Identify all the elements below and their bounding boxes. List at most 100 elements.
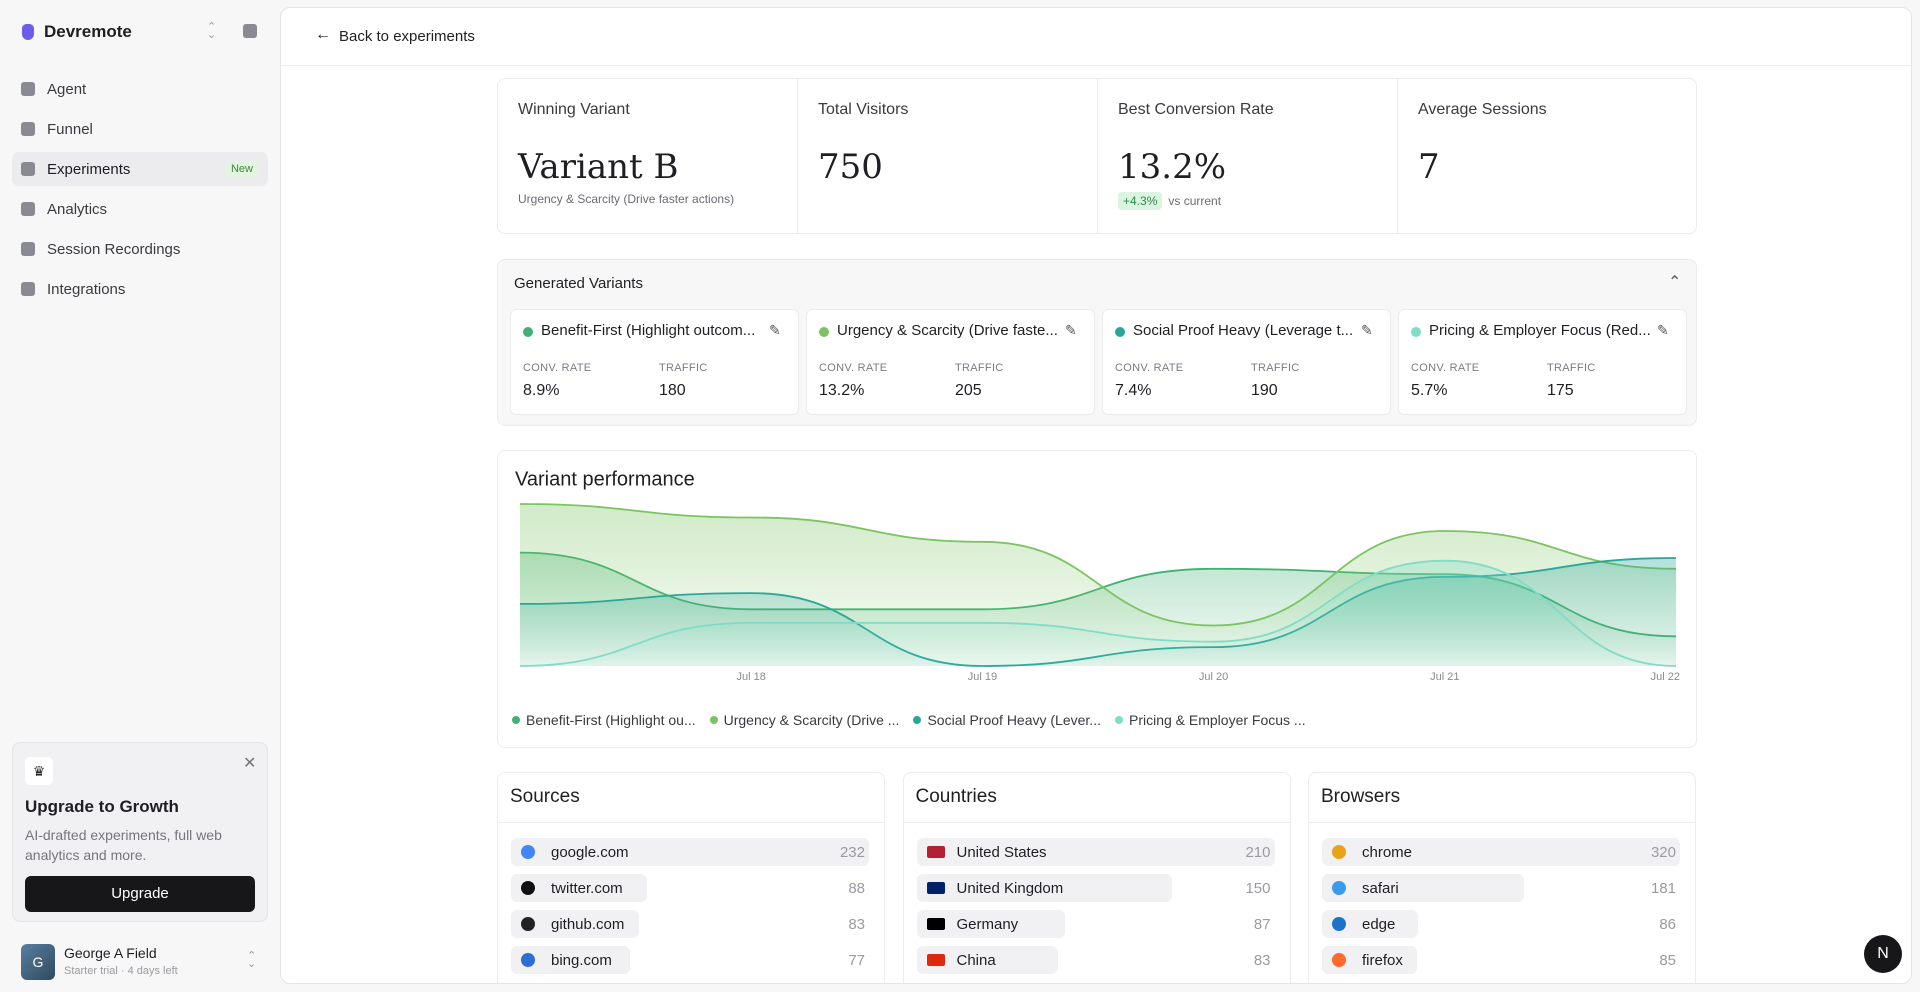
brand[interactable]: Devremote (44, 22, 132, 41)
breakdown-row[interactable]: safari 181 (1322, 874, 1680, 902)
divider (498, 822, 884, 823)
stat-label: Total Visitors (818, 101, 909, 118)
close[interactable]: ✕ (243, 755, 257, 772)
toggle-sidebar[interactable] (243, 24, 257, 38)
stat: Average Sessions 7 (1397, 79, 1696, 233)
icon (926, 918, 945, 930)
breakdown-row[interactable]: twitter.com 88 (511, 874, 869, 902)
dot (523, 327, 533, 337)
upgrade-button[interactable]: Upgrade (25, 876, 255, 912)
variant-card[interactable]: Benefit-First (Highlight outcom... ✎ CONV.… (510, 309, 799, 415)
breakdown-row[interactable]: edge 86 (1322, 910, 1680, 938)
breakdown-label: China (956, 952, 996, 969)
nav-label: Analytics (47, 200, 108, 218)
icon (1332, 917, 1346, 931)
breakdown-count: 232 (839, 844, 865, 861)
variant-card[interactable]: Pricing & Employer Focus (Red... ✎ CONV. R… (1398, 309, 1687, 415)
conv-label: CONV. RATE (819, 362, 888, 374)
upgrade-text: AI-drafted experiments, full web analyti… (25, 827, 222, 863)
stat-note: Urgency & Scarcity (Drive faster actions… (518, 192, 735, 206)
variant-card[interactable]: Urgency & Scarcity (Drive faste... ✎ CONV.… (806, 309, 1095, 415)
icon (926, 846, 945, 858)
edit[interactable]: ✎ (769, 322, 781, 338)
breakdown-label: Germany (956, 916, 1019, 933)
icon (1332, 845, 1346, 859)
legend-item: Social Proof Heavy (Lever... (913, 712, 1101, 728)
breakdown-row[interactable]: China 83 (916, 946, 1275, 974)
breakdown-bar (511, 838, 869, 866)
variant-card[interactable]: Social Proof Heavy (Leverage t... ✎ CONV. … (1102, 309, 1391, 415)
back-arrow[interactable]: ← (315, 26, 331, 43)
legend-item: Urgency & Scarcity (Drive ... (709, 712, 899, 728)
legend-swatch (913, 716, 922, 724)
collapse[interactable]: ⌃ (1668, 274, 1682, 291)
nav-item[interactable]: Analytics (12, 192, 268, 226)
icon (926, 954, 945, 966)
x-tick-label: Jul 20 (1199, 671, 1228, 683)
divider (1309, 822, 1695, 823)
icon (1332, 881, 1346, 895)
stats: Winning Variant Variant B Urgency & Scarci… (497, 78, 1697, 234)
x-tick-label: Jul 22 (1651, 671, 1680, 683)
stat: Best Conversion Rate 13.2% +4.3% vs current (1097, 79, 1398, 233)
avatar[interactable]: G (21, 944, 55, 980)
nav-item[interactable]: Integrations (12, 272, 268, 306)
stat: Total Visitors 750 (797, 79, 1098, 233)
switcher[interactable]: ⌃ ⌄ (207, 21, 217, 41)
icon (521, 953, 535, 967)
breakdown-label: bing.com (551, 952, 612, 969)
user-name[interactable]: George A Field (64, 945, 157, 961)
legend-label: Pricing & Employer Focus ... (1128, 712, 1306, 728)
dot (819, 327, 829, 337)
legend-label: Social Proof Heavy (Lever... (927, 712, 1101, 728)
breakdown-row[interactable]: google.com 232 (511, 838, 869, 866)
area (520, 560, 1676, 666)
stat-label: Average Sessions (1418, 101, 1547, 118)
dot (1115, 327, 1125, 337)
breakdown-count: 85 (1659, 952, 1676, 969)
breakdown-count: 87 (1253, 916, 1271, 933)
traffic-label: TRAFFIC (1547, 362, 1596, 374)
edit[interactable]: ✎ (1657, 322, 1669, 338)
nav-item[interactable]: Agent (12, 72, 268, 106)
edit[interactable]: ✎ (1361, 322, 1373, 338)
legend-swatch (512, 716, 520, 724)
conv-label: CONV. RATE (1411, 362, 1480, 374)
chart: Variant performance Jul 18 Jul 19 Jul 20 Ju… (515, 468, 1680, 683)
fab[interactable]: N (1864, 935, 1902, 973)
breakdown-row[interactable]: bing.com 77 (511, 946, 869, 974)
nav-item[interactable]: Session Recordings (12, 232, 268, 266)
breakdown-bar (916, 874, 1173, 902)
conv-value: 8.9% (523, 382, 560, 399)
chart-title: Variant performance (515, 468, 695, 490)
breakdown-label: chrome (1362, 844, 1413, 861)
upgrade-card: ♛ ✕ Upgrade to Growth AI-drafted experim… (12, 742, 268, 922)
edit[interactable]: ✎ (1065, 322, 1077, 338)
back-link[interactable]: Back to experiments (339, 28, 475, 45)
nav-item[interactable]: Experiments New (12, 152, 268, 186)
nav-label: Funnel (47, 120, 93, 138)
breakdown-row[interactable]: Germany 87 (916, 910, 1275, 938)
crown-icon: ♛ (25, 757, 53, 785)
breakdown-row[interactable]: github.com 83 (511, 910, 869, 938)
icon (1332, 953, 1346, 967)
breakdown-row[interactable]: chrome 320 (1322, 838, 1680, 866)
breakdown-count: 83 (1253, 952, 1271, 969)
traffic-label: TRAFFIC (1251, 362, 1300, 374)
stat-note: +4.3% vs current (1118, 192, 1221, 210)
breakdown-row[interactable]: United Kingdom 150 (916, 874, 1275, 902)
breakdown-count: 86 (1659, 916, 1676, 933)
breakdown-count: 181 (1650, 880, 1676, 897)
conv-label: CONV. RATE (1115, 362, 1184, 374)
nav-icon (21, 202, 35, 216)
breakdown-card: Sources google.com 232 twitter.com 88 github.… (497, 772, 885, 983)
icon (521, 881, 535, 895)
breakdown-row[interactable]: United States 210 (916, 838, 1275, 866)
nav-item[interactable]: Funnel (12, 112, 268, 146)
user-menu[interactable]: ⌃ ⌄ (247, 950, 257, 970)
breakdown-row[interactable]: firefox 85 (1322, 946, 1680, 974)
traffic-value: 180 (659, 382, 686, 399)
traffic-label: TRAFFIC (955, 362, 1004, 374)
